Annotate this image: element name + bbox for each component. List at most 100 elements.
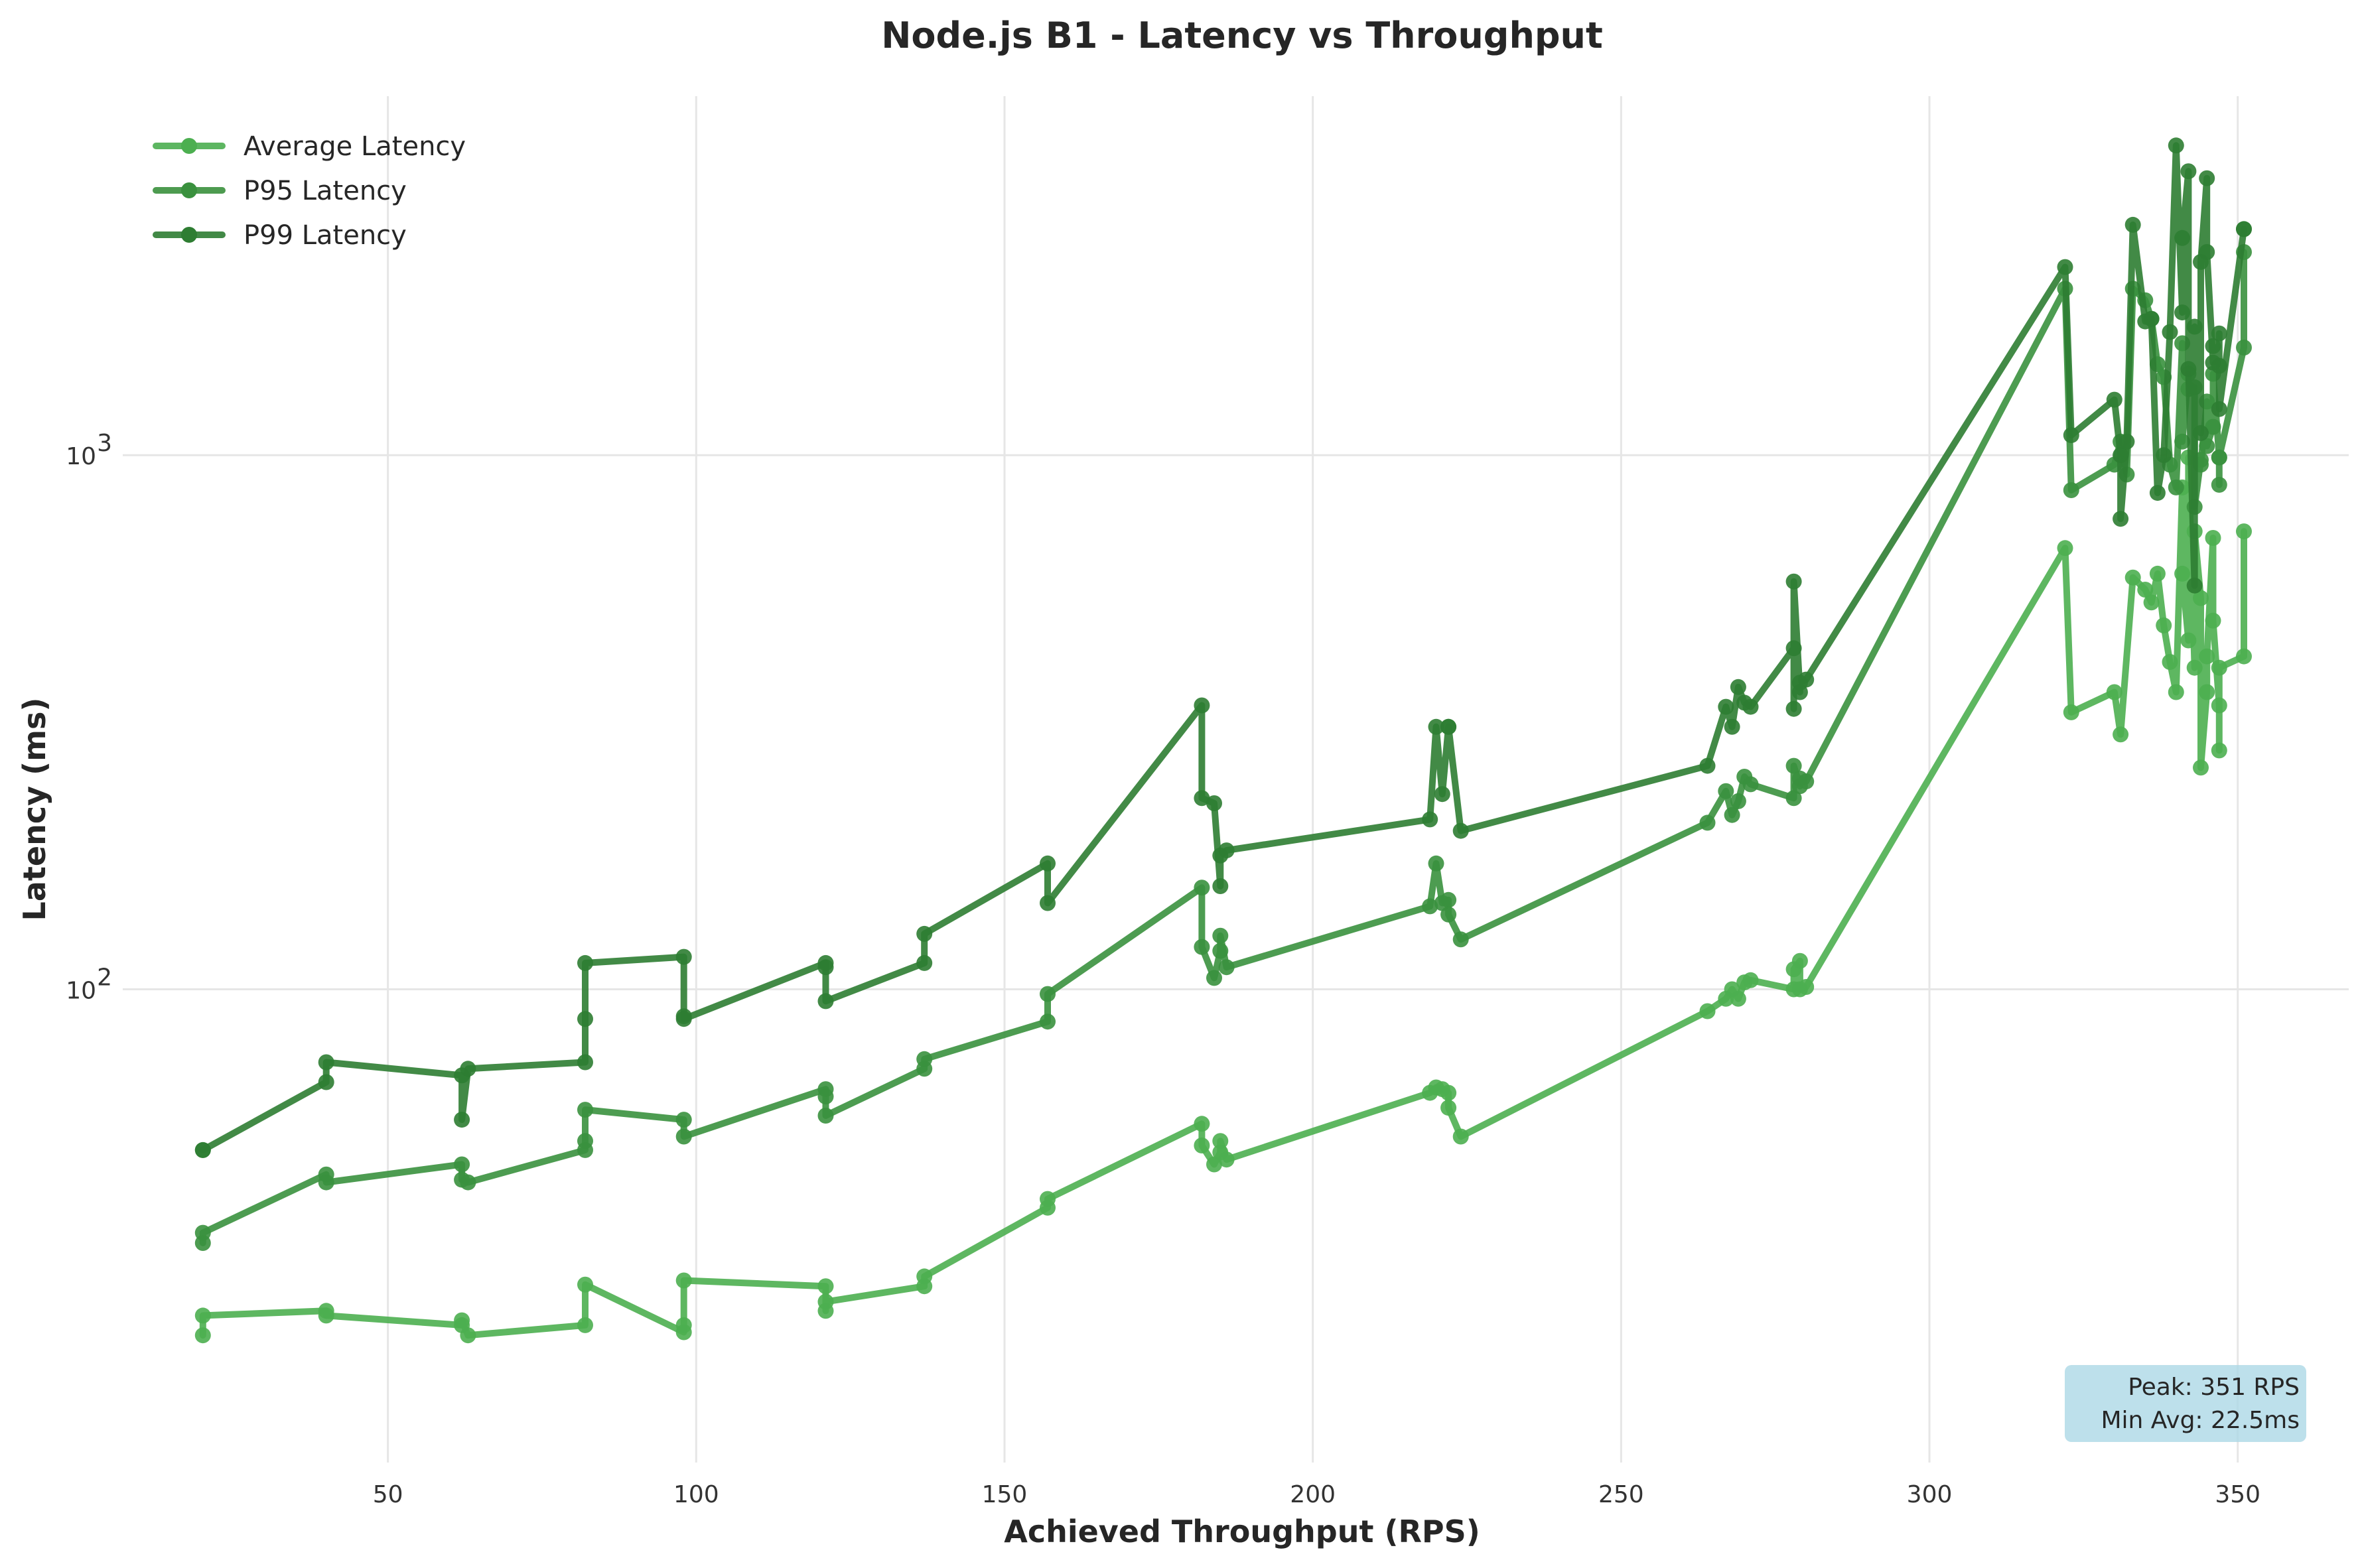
data-point: [1798, 773, 1815, 790]
data-point: [1798, 671, 1815, 688]
data-point: [1724, 807, 1740, 823]
data-point: [1194, 939, 1210, 955]
annotation-box: Peak: 351 RPS Min Avg: 22.5ms: [2065, 1365, 2306, 1442]
y-tick-label: 10: [66, 977, 96, 1004]
data-point: [1785, 573, 1802, 590]
data-point: [318, 1054, 334, 1071]
data-point: [1742, 698, 1759, 715]
data-point: [2236, 221, 2252, 237]
legend: Average Latency P95 Latency P99 Latency: [153, 131, 466, 251]
series-2: [194, 137, 2252, 1158]
data-point: [2211, 659, 2227, 676]
data-point: [675, 948, 692, 965]
data-point: [2211, 358, 2227, 374]
data-point: [1730, 679, 1746, 695]
data-point: [675, 1317, 692, 1333]
data-point: [675, 1112, 692, 1128]
data-point: [2211, 476, 2227, 493]
data-point: [2205, 530, 2221, 546]
data-point: [2113, 447, 2129, 464]
data-point: [1434, 786, 1450, 803]
data-point: [318, 1307, 334, 1324]
data-point: [2199, 648, 2215, 665]
data-point: [1194, 697, 1210, 714]
data-point: [194, 1307, 211, 1324]
legend-swatch-marker: [181, 227, 197, 243]
data-point: [675, 1272, 692, 1289]
data-point: [1699, 815, 1716, 831]
x-tick-label: 250: [1598, 1481, 1644, 1508]
annotation-background: [2065, 1365, 2306, 1442]
data-point: [2057, 540, 2073, 556]
data-point: [1730, 793, 1746, 809]
data-point: [916, 954, 933, 971]
data-point: [2193, 590, 2209, 606]
data-point: [1785, 700, 1802, 717]
legend-label: P99 Latency: [243, 220, 407, 251]
data-point: [2143, 594, 2160, 611]
data-point: [577, 1276, 593, 1293]
data-point: [2174, 304, 2191, 321]
data-point: [2193, 759, 2209, 776]
data-point: [577, 954, 593, 971]
data-point: [2124, 569, 2141, 586]
data-point: [1718, 698, 1734, 715]
data-point: [1422, 811, 1438, 828]
data-point: [2174, 433, 2191, 450]
data-point: [2124, 216, 2141, 233]
legend-swatch-marker: [181, 182, 197, 198]
data-point: [2186, 577, 2203, 594]
data-point: [1440, 1100, 1457, 1116]
data-point: [577, 1011, 593, 1027]
data-point: [1212, 1133, 1229, 1149]
data-point: [318, 1074, 334, 1090]
data-point: [817, 1278, 834, 1295]
data-point: [2199, 170, 2215, 186]
data-point: [1212, 927, 1229, 944]
x-tick-label: 200: [1290, 1481, 1336, 1508]
data-point: [454, 1312, 470, 1329]
data-point: [1452, 822, 1469, 839]
data-point: [817, 1088, 834, 1105]
data-point: [2211, 697, 2227, 714]
data-point: [1218, 842, 1235, 859]
data-point: [817, 1108, 834, 1124]
data-point: [318, 1174, 334, 1191]
data-point: [460, 1061, 476, 1077]
data-point: [577, 1054, 593, 1071]
data-point: [2119, 433, 2135, 450]
data-point: [1785, 640, 1802, 657]
data-point: [2193, 425, 2209, 441]
data-point: [2057, 259, 2073, 275]
data-point: [577, 1317, 593, 1333]
data-point: [1785, 757, 1802, 774]
data-point: [1422, 898, 1438, 915]
legend-label: P95 Latency: [243, 176, 407, 206]
data-point: [194, 1327, 211, 1344]
data-point: [916, 925, 933, 942]
data-point: [2199, 684, 2215, 700]
data-point: [2149, 485, 2166, 501]
data-point: [2186, 318, 2203, 335]
data-point: [1785, 790, 1802, 807]
data-point: [2199, 438, 2215, 454]
y-tick-label: 10: [66, 443, 96, 470]
x-tick-label: 50: [373, 1481, 403, 1508]
data-point: [1718, 783, 1734, 799]
data-point: [1440, 891, 1457, 908]
x-tick-label: 350: [2215, 1481, 2260, 1508]
data-point: [1798, 979, 1815, 995]
data-point: [2143, 310, 2160, 327]
y-tick-exponent: 2: [97, 964, 112, 991]
data-point: [194, 1142, 211, 1158]
data-point: [1440, 906, 1457, 923]
data-point: [1428, 855, 1444, 872]
data-point: [1791, 952, 1808, 969]
data-point: [2236, 523, 2252, 540]
annotation-peak: Peak: 351 RPS: [2128, 1374, 2300, 1401]
chart-title: Node.js B1 - Latency vs Throughput: [881, 15, 1603, 56]
data-point: [1452, 1128, 1469, 1145]
data-point: [916, 1268, 933, 1285]
annotation-min-avg: Min Avg: 22.5ms: [2101, 1407, 2300, 1434]
